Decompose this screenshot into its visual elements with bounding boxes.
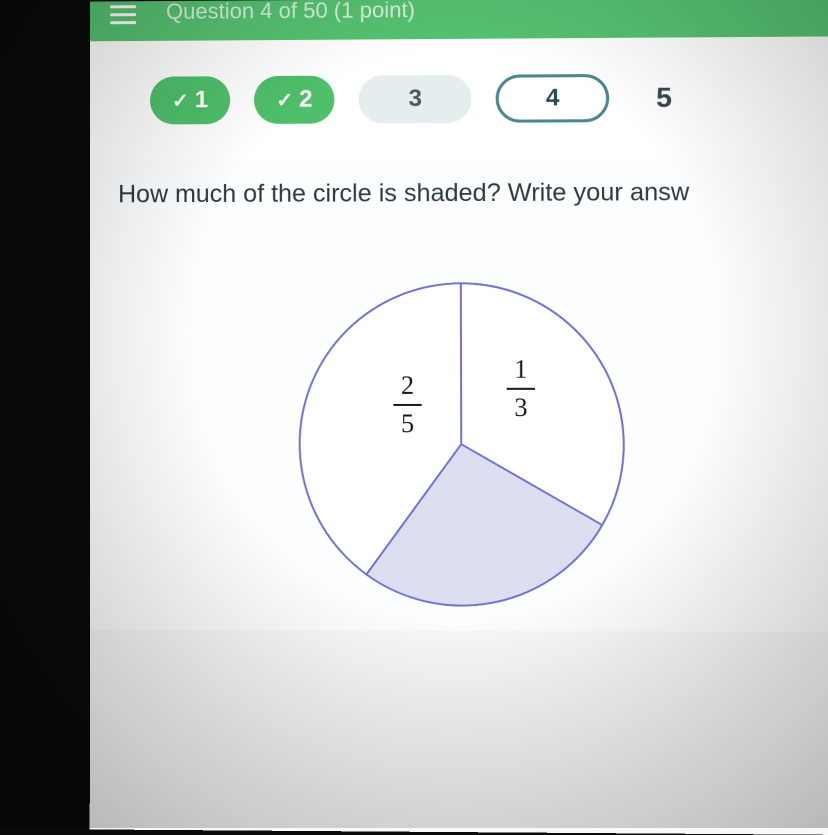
nav-item-4[interactable]: 4 bbox=[496, 74, 610, 123]
question-nav: ✓ 1 ✓ 2 3 4 5 bbox=[90, 36, 828, 160]
fraction-label-left: 2 5 bbox=[393, 371, 421, 439]
header-title: Question 4 of 50 (1 point) bbox=[166, 0, 415, 25]
pie-svg bbox=[294, 278, 629, 611]
menu-icon[interactable] bbox=[110, 5, 136, 24]
nav-item-label: 2 bbox=[299, 86, 312, 114]
check-icon: ✓ bbox=[172, 88, 189, 113]
nav-item-label: 4 bbox=[546, 84, 560, 112]
screen: Question 4 of 50 (1 point) ✓ 1 ✓ 2 3 4 5… bbox=[90, 0, 828, 835]
nav-item-5[interactable]: 5 bbox=[634, 73, 695, 122]
question-text: How much of the circle is shaded? Write … bbox=[118, 178, 807, 210]
nav-item-label: 1 bbox=[195, 86, 208, 114]
fraction-denominator: 5 bbox=[401, 408, 414, 438]
header-bar: Question 4 of 50 (1 point) bbox=[90, 0, 828, 41]
fraction-numerator: 1 bbox=[514, 355, 527, 385]
fraction-label-right: 1 3 bbox=[507, 355, 536, 423]
check-icon: ✓ bbox=[276, 87, 293, 112]
fraction-bar bbox=[507, 388, 535, 390]
fraction-bar bbox=[393, 404, 421, 406]
content-area: How much of the circle is shaded? Write … bbox=[90, 157, 828, 632]
pie-chart: 2 5 1 3 bbox=[294, 278, 629, 611]
nav-item-1[interactable]: ✓ 1 bbox=[150, 76, 230, 124]
nav-item-3[interactable]: 3 bbox=[359, 75, 472, 124]
fraction-denominator: 3 bbox=[514, 392, 527, 422]
fraction-numerator: 2 bbox=[401, 371, 414, 401]
nav-item-label: 5 bbox=[656, 82, 672, 114]
nav-item-label: 3 bbox=[408, 85, 422, 113]
nav-item-2[interactable]: ✓ 2 bbox=[254, 76, 334, 124]
